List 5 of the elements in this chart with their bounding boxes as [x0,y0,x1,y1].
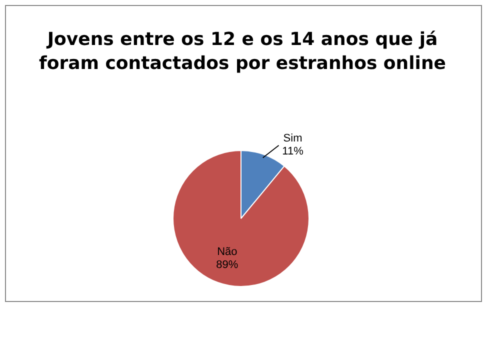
chart-title: Jovens entre os 12 e os 14 anos que já foram contactados por estranhos online [38,28,447,76]
slice-label: Não [217,246,238,258]
data-label: 11% [282,145,304,158]
slice-label: Sim [283,132,302,144]
data-label: 89% [216,258,238,271]
